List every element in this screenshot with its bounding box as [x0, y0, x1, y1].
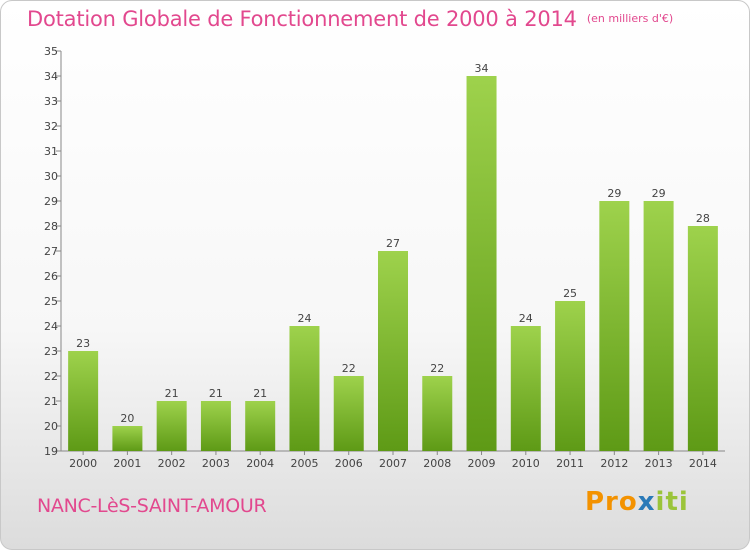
logo-part-3: iti	[655, 487, 689, 517]
bar-value-label: 21	[209, 387, 223, 400]
x-tick-label: 2013	[645, 457, 673, 470]
bar-value-label: 24	[519, 312, 533, 325]
y-tick-label: 33	[44, 95, 58, 108]
x-tick-label: 2004	[246, 457, 274, 470]
chart-axes: 19 20 21 22 23 24 25 26 27 28 29 30 31 32 33 34 35	[44, 45, 725, 458]
bar	[466, 76, 497, 451]
x-tick-label: 2014	[689, 457, 717, 470]
bar	[555, 301, 586, 451]
y-tick-label: 25	[44, 295, 58, 308]
bar	[643, 201, 674, 451]
bar-value-label: 23	[76, 337, 90, 350]
y-tick-label: 29	[44, 195, 58, 208]
bar-value-label: 24	[297, 312, 311, 325]
x-tick-label: 2011	[556, 457, 584, 470]
bar	[422, 376, 453, 451]
x-tick-label: 2001	[113, 457, 141, 470]
y-tick-label: 23	[44, 345, 58, 358]
bar-value-label: 28	[696, 212, 710, 225]
bar	[599, 201, 630, 451]
bar	[156, 401, 187, 451]
bar-value-label: 21	[253, 387, 267, 400]
chart-subtitle: (en milliers d'€)	[586, 12, 674, 25]
bar-value-label: 29	[607, 187, 621, 200]
chart-title-text: Dotation Globale de Fonctionnement de 20…	[27, 7, 577, 31]
bar-value-label: 29	[652, 187, 666, 200]
x-axis-labels: 2000 2001 2002 2003 2004 2005 2006 2007 2008 2009…	[69, 451, 717, 470]
y-tick-label: 27	[44, 245, 58, 258]
bar	[687, 226, 718, 451]
bar	[378, 251, 408, 451]
bar-value-label: 20	[120, 412, 134, 425]
commune-name: NANC-LèS-SAINT-AMOUR	[37, 495, 267, 517]
x-tick-label: 2010	[512, 457, 540, 470]
bar	[510, 326, 541, 451]
chart-title: Dotation Globale de Fonctionnement de 20…	[27, 7, 673, 31]
y-tick-label: 32	[44, 120, 58, 133]
y-tick-label: 22	[44, 370, 58, 383]
bar-value-label: 21	[165, 387, 179, 400]
logo-part-1: Pro	[585, 487, 638, 517]
bar	[200, 401, 231, 451]
x-tick-label: 2008	[423, 457, 451, 470]
x-tick-label: 2005	[290, 457, 318, 470]
bar	[333, 376, 364, 451]
x-tick-label: 2003	[202, 457, 230, 470]
bar-value-label: 27	[386, 237, 400, 250]
bar	[68, 351, 99, 451]
y-tick-label: 20	[44, 420, 58, 433]
y-tick-label: 31	[44, 145, 58, 158]
bar-value-label: 25	[563, 287, 577, 300]
x-tick-label: 2002	[158, 457, 186, 470]
bar-value-label: 34	[475, 62, 489, 75]
x-tick-label: 2007	[379, 457, 407, 470]
y-tick-label: 30	[44, 170, 58, 183]
bar-value-label: 22	[430, 362, 444, 375]
proxiti-logo: Proxiti	[585, 487, 689, 517]
x-tick-label: 2006	[335, 457, 363, 470]
logo-part-2: x	[637, 487, 656, 517]
y-tick-label: 19	[44, 445, 58, 458]
y-tick-label: 24	[44, 320, 58, 333]
x-tick-label: 2009	[468, 457, 496, 470]
bar	[112, 426, 143, 451]
y-tick-label: 34	[44, 70, 58, 83]
bar	[289, 326, 320, 451]
x-tick-label: 2012	[600, 457, 628, 470]
bar	[245, 401, 276, 451]
y-tick-label: 21	[44, 395, 58, 408]
y-tick-label: 26	[44, 270, 58, 283]
y-tick-label: 35	[44, 45, 58, 58]
x-tick-label: 2000	[69, 457, 97, 470]
y-tick-label: 28	[44, 220, 58, 233]
chart-bars: 23 20 21 21 21 24 22 27 22 34 24 25 29 29 28	[68, 62, 718, 451]
bar-value-label: 22	[342, 362, 356, 375]
